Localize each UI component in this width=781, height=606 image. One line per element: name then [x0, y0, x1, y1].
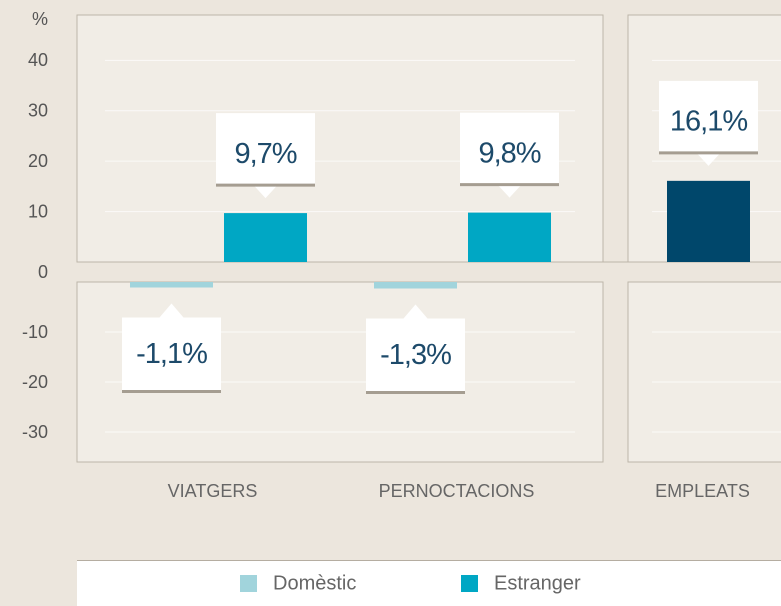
panel	[627, 281, 781, 463]
bar	[468, 212, 551, 262]
bar	[374, 282, 457, 289]
bar	[224, 213, 307, 262]
legend-label: Domèstic	[273, 572, 356, 594]
data-label: 16,1%	[670, 105, 747, 137]
data-label: 9,8%	[478, 137, 540, 169]
y-tick-label: 10	[28, 201, 48, 221]
callout	[216, 113, 315, 199]
bar	[667, 180, 750, 262]
legend-swatch	[461, 575, 478, 592]
legend-swatch	[240, 575, 257, 592]
x-tick-label: PERNOCTACIONS	[379, 481, 535, 501]
callout	[460, 112, 559, 198]
callout	[659, 80, 758, 166]
y-tick-label: 0	[38, 262, 48, 282]
bar	[130, 282, 213, 288]
legend-label: Estranger	[494, 572, 581, 594]
y-tick-label: 40	[28, 50, 48, 70]
callout	[366, 304, 465, 393]
y-tick-label: 20	[28, 151, 48, 171]
data-label: -1,1%	[136, 338, 207, 370]
legend	[77, 560, 781, 606]
y-tick-label: -30	[22, 422, 48, 442]
y-tick-label: -10	[22, 322, 48, 342]
callout	[122, 303, 221, 392]
y-tick-label: 30	[28, 101, 48, 121]
y-tick-label: -20	[22, 372, 48, 392]
x-tick-label: EMPLEATS	[655, 481, 750, 501]
data-label: 9,7%	[234, 138, 296, 170]
x-tick-label: VIATGERS	[168, 481, 258, 501]
y-axis-label: %	[32, 9, 48, 29]
data-label: -1,3%	[380, 339, 451, 371]
